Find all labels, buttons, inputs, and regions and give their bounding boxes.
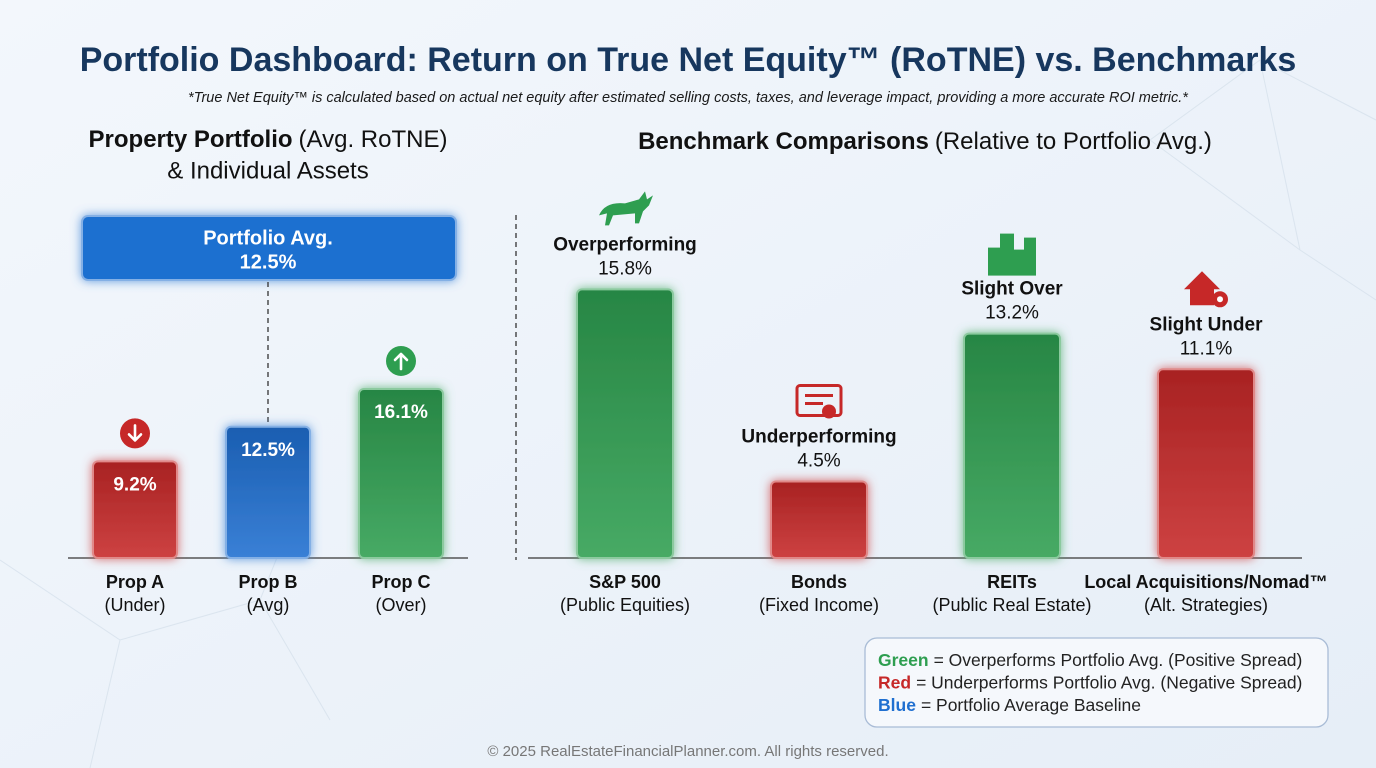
bar bbox=[576, 288, 674, 559]
average-box bbox=[81, 215, 457, 281]
bar bbox=[358, 387, 444, 560]
building bbox=[1024, 237, 1036, 276]
value-label: 9.2% bbox=[113, 474, 156, 495]
right-title-rest: (Relative to Portfolio Avg.) bbox=[935, 128, 1212, 155]
bar bbox=[770, 480, 868, 559]
category-note: (Under) bbox=[104, 595, 165, 615]
status-label: Overperforming bbox=[553, 234, 697, 255]
left-chart-title: Property Portfolio (Avg. RoTNE) bbox=[89, 126, 448, 153]
right-title-bold: Benchmark Comparisons bbox=[638, 128, 929, 155]
status-label: Slight Under bbox=[1150, 314, 1264, 335]
legend-keyword: Green bbox=[878, 650, 929, 670]
legend-text: = Portfolio Average Baseline bbox=[921, 695, 1141, 715]
legend-keyword: Blue bbox=[878, 695, 916, 715]
legend-entry: Green = Overperforms Portfolio Avg. (Posi… bbox=[878, 650, 1302, 670]
right-chart-title: Benchmark Comparisons (Relative to Portfo… bbox=[638, 128, 1212, 155]
category-note: (Alt. Strategies) bbox=[1144, 595, 1268, 615]
certificate-lines bbox=[805, 394, 833, 405]
category-note: (Fixed Income) bbox=[759, 595, 879, 615]
building bbox=[1014, 249, 1024, 276]
value-label: 11.1% bbox=[1180, 338, 1233, 359]
title: Portfolio Dashboard: Return on True Net … bbox=[80, 41, 1297, 79]
house-icon bbox=[1184, 271, 1228, 308]
certificate-icon bbox=[795, 384, 843, 419]
legend-entry: Blue = Portfolio Average Baseline bbox=[878, 695, 1141, 715]
category-note: (Avg) bbox=[247, 595, 290, 615]
legend-text: = Overperforms Portfolio Avg. (Positive … bbox=[934, 650, 1303, 670]
category-label: Local Acquisitions/Nomad™ bbox=[1084, 572, 1327, 592]
status-label: Slight Over bbox=[961, 279, 1063, 300]
legend-keyword: Red bbox=[878, 672, 911, 692]
left-title-bold: Property Portfolio bbox=[89, 126, 293, 153]
category-note: (Public Equities) bbox=[560, 595, 690, 615]
subtitle: *True Net Equity™ is calculated based on… bbox=[188, 90, 1189, 106]
value-label: 13.2% bbox=[985, 303, 1039, 324]
building bbox=[1000, 233, 1014, 276]
value-label: 15.8% bbox=[598, 258, 652, 279]
trend-arrow bbox=[127, 424, 143, 442]
legend-text: = Underperforms Portfolio Avg. (Negative… bbox=[916, 672, 1302, 692]
bull-icon bbox=[599, 191, 653, 226]
left-chart-title-line2: & Individual Assets bbox=[167, 157, 368, 184]
footer: © 2025 RealEstateFinancialPlanner.com. A… bbox=[487, 743, 888, 760]
category-label: Bonds bbox=[791, 572, 847, 592]
value-label: 12.5% bbox=[241, 440, 295, 461]
category-label: REITs bbox=[987, 572, 1037, 592]
average-value: 12.5% bbox=[240, 251, 297, 273]
status-label: Underperforming bbox=[741, 427, 896, 448]
category-label: Prop A bbox=[106, 572, 164, 592]
category-note: (Public Real Estate) bbox=[932, 595, 1091, 615]
gear-hole bbox=[1217, 296, 1223, 303]
left-title-rest: (Avg. RoTNE) bbox=[299, 126, 448, 153]
legend-entry: Red = Underperforms Portfolio Avg. (Negat… bbox=[878, 672, 1302, 692]
legend-box bbox=[864, 637, 1329, 728]
category-note: (Over) bbox=[376, 595, 427, 615]
certificate-frame bbox=[795, 384, 843, 417]
trend-arrow bbox=[393, 352, 409, 371]
category-label: Prop B bbox=[238, 572, 297, 592]
value-label: 4.5% bbox=[797, 451, 840, 472]
bar bbox=[963, 332, 1061, 559]
bull-shape bbox=[599, 191, 653, 226]
certificate-seal bbox=[822, 404, 836, 419]
house-shape bbox=[1184, 271, 1220, 306]
network-lines bbox=[1149, 59, 1376, 301]
building bbox=[988, 247, 1000, 276]
bar bbox=[1157, 368, 1255, 559]
bar bbox=[92, 460, 178, 559]
value-label: 16.1% bbox=[374, 402, 428, 423]
category-label: S&P 500 bbox=[589, 572, 661, 592]
buildings-icon bbox=[988, 233, 1036, 276]
category-label: Prop C bbox=[371, 572, 430, 592]
average-label: Portfolio Avg. bbox=[203, 227, 333, 249]
bar bbox=[225, 425, 311, 559]
